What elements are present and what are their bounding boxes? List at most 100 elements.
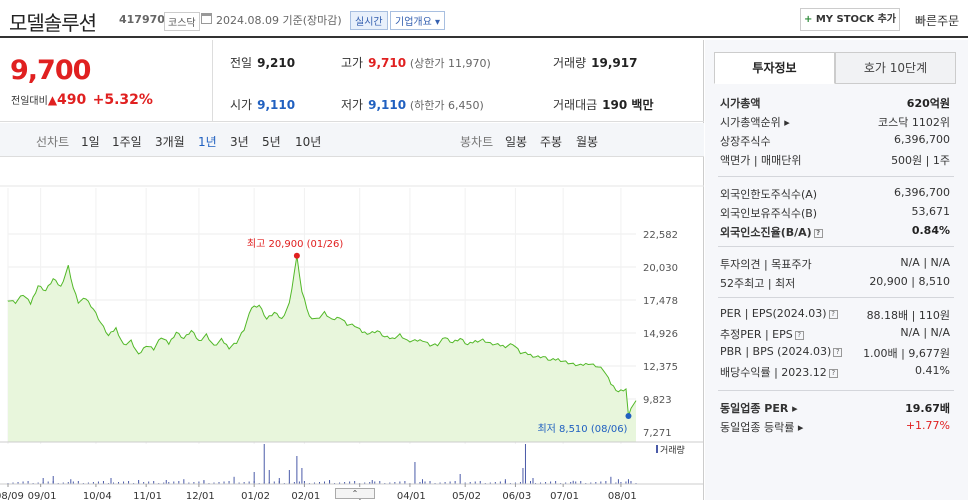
x-tick-label: 09/01 xyxy=(28,491,57,500)
stock-header: 모델솔루션 417970 코스닥 2024.08.09 기준(장마감) 실시간 … xyxy=(0,0,968,38)
x-tick-label: 07/01 xyxy=(550,491,579,500)
industry-per-value: 19.67배 xyxy=(905,402,950,415)
week52-label: 52주최고 | 최저 xyxy=(720,277,796,290)
x-tick-label: 01/02 xyxy=(241,491,270,500)
price-change: 전일대비▲490 +5.32% xyxy=(11,92,153,108)
realtime-button[interactable]: 실시간 xyxy=(350,11,388,30)
high-value: 9,710 xyxy=(368,56,407,70)
per-label: PER | EPS(2024.03)? xyxy=(720,307,838,320)
industry-rate-value: +1.77% xyxy=(905,419,950,432)
period-1w[interactable]: 1주일 xyxy=(112,135,142,149)
market-cap-rank-value: 코스닥 1102위 xyxy=(878,116,950,129)
market-cap-section: 시가총액 620억원 시가총액순위 ▸ 코스닥 1102위 상장주식수 6,396,7… xyxy=(718,93,950,169)
info-row: 외국인보유주식수(B) 53,671 xyxy=(718,203,950,222)
info-row: 52주최고 | 최저 20,900 | 8,510 xyxy=(718,273,950,292)
fast-order-button[interactable]: 빠른주문 xyxy=(915,14,960,28)
volume-value: 19,917 xyxy=(591,56,638,70)
x-tick-label: 11/01 xyxy=(133,491,162,500)
info-row: 동일업종 등락률 ▸ +1.77% xyxy=(718,417,950,436)
add-my-stock-button[interactable]: + MY STOCK 추가 xyxy=(800,8,900,31)
info-row: 시가총액순위 ▸ 코스닥 1102위 xyxy=(718,112,950,131)
eper-label: 추정PER | EPS? xyxy=(720,326,804,342)
amount-value: 190 백만 xyxy=(602,98,654,112)
high-cell: 고가 9,710 (상한가 11,970) xyxy=(341,54,491,71)
x-tick-label: 06/03 xyxy=(502,491,531,500)
price-chart-svg: 22,582 20,030 17,478 14,926 12,375 9,823 7,271… xyxy=(0,185,704,502)
period-3y[interactable]: 3년 xyxy=(230,135,249,149)
candle-monthly[interactable]: 월봉 xyxy=(576,135,599,149)
help-icon[interactable]: ? xyxy=(794,330,804,340)
prev-close-value: 9,210 xyxy=(257,56,296,70)
period-1d[interactable]: 1일 xyxy=(81,135,100,149)
dividend-value: 0.41% xyxy=(915,364,950,377)
foreign-hold-value: 53,671 xyxy=(911,205,951,218)
x-tick-label: 08/01 xyxy=(608,491,637,500)
price-chart[interactable]: 22,582 20,030 17,478 14,926 12,375 9,823 7,271… xyxy=(0,158,704,502)
foreign-rate-value: 0.84% xyxy=(911,224,950,237)
prev-close-label: 전일 xyxy=(230,56,253,70)
help-icon[interactable]: ? xyxy=(833,347,843,357)
help-icon[interactable]: ? xyxy=(828,368,838,378)
foreign-section: 외국인한도주식수(A) 6,396,700 외국인보유주식수(B) 53,671 외… xyxy=(718,184,950,241)
y-tick-label: 7,271 xyxy=(643,428,672,439)
x-tick-label: 04/01 xyxy=(397,491,426,500)
y-tick-label: 17,478 xyxy=(643,296,678,307)
market-cap-label: 시가총액 xyxy=(720,97,761,110)
x-tick-label: 08/09 xyxy=(0,491,24,500)
shares-label: 상장주식수 xyxy=(720,135,771,148)
dividend-text: 배당수익률 | 2023.12 xyxy=(720,366,827,379)
volume-label: 거래량 xyxy=(553,56,587,70)
foreign-rate-text: 외국인소진율(B/A) xyxy=(720,226,812,239)
market-cap-rank-label[interactable]: 시가총액순위 ▸ xyxy=(720,116,790,129)
line-chart-label: 선차트 xyxy=(36,135,70,149)
low-annotation: 최저 8,510 (08/06) xyxy=(537,423,627,435)
period-1y[interactable]: 1년 xyxy=(198,135,217,149)
info-tabs: 투자정보 호가 10단계 xyxy=(714,52,959,84)
change-percent: +5.32% xyxy=(92,92,153,108)
divider xyxy=(718,176,954,177)
stock-code: 417970 xyxy=(119,13,165,26)
candle-weekly[interactable]: 주봉 xyxy=(540,135,563,149)
help-icon[interactable]: ? xyxy=(813,228,823,238)
open-cell: 시가 9,110 xyxy=(230,96,295,113)
opinion-label: 투자의견 | 목표주가 xyxy=(720,258,812,271)
invest-info-panel: 투자정보 호가 10단계 시가총액 620억원 시가총액순위 ▸ 코스닥 1102위… xyxy=(705,40,968,500)
shares-value: 6,396,700 xyxy=(894,133,950,146)
eper-value: N/A | N/A xyxy=(900,326,950,339)
foreign-hold-label: 외국인보유주식수(B) xyxy=(720,207,818,220)
volume-legend: 거래량 xyxy=(660,444,685,456)
info-row: 외국인한도주식수(A) 6,396,700 xyxy=(718,184,950,203)
info-row: 배당수익률 | 2023.12? 0.41% xyxy=(718,362,950,381)
x-tick-label: 02/01 xyxy=(291,491,320,500)
info-row: PER | EPS(2024.03)? 88.18배 | 110원 xyxy=(718,305,950,324)
per-text: PER | EPS(2024.03) xyxy=(720,307,827,320)
info-row: 추정PER | EPS? N/A | N/A xyxy=(718,324,950,343)
market-cap-value: 620억원 xyxy=(906,97,950,110)
y-tick-label: 20,030 xyxy=(643,263,678,274)
upper-limit: (상한가 11,970) xyxy=(409,57,491,70)
info-row: PBR | BPS (2024.03)? 1.00배 | 9,677원 xyxy=(718,343,950,362)
info-row: 액면가 | 매매단위 500원 | 1주 xyxy=(718,150,950,169)
low-marker xyxy=(625,412,632,419)
open-label: 시가 xyxy=(230,98,253,112)
industry-rate-label[interactable]: 동일업종 등락률 ▸ xyxy=(720,421,804,434)
tab-invest-info[interactable]: 투자정보 xyxy=(714,52,835,84)
volume-cell: 거래량 19,917 xyxy=(553,54,637,71)
tab-quote-10[interactable]: 호가 10단계 xyxy=(835,52,956,84)
info-row: 동일업종 PER ▸ 19.67배 xyxy=(718,398,950,417)
x-tick-label: 05/02 xyxy=(452,491,481,500)
collapse-button[interactable]: ⌃ xyxy=(335,488,375,499)
period-5y[interactable]: 5년 xyxy=(262,135,281,149)
industry-section: 동일업종 PER ▸ 19.67배 동일업종 등락률 ▸ +1.77% xyxy=(718,398,950,436)
period-10y[interactable]: 10년 xyxy=(295,135,322,149)
info-row: 시가총액 620억원 xyxy=(718,93,950,112)
company-overview-dropdown[interactable]: 기업개요 ▾ xyxy=(390,11,445,30)
calendar-icon xyxy=(201,13,212,24)
current-price: 9,700 xyxy=(10,55,91,86)
help-icon[interactable]: ? xyxy=(828,309,838,319)
y-tick-label: 9,823 xyxy=(643,395,672,406)
candle-daily[interactable]: 일봉 xyxy=(505,135,528,149)
period-3m[interactable]: 3개월 xyxy=(155,135,185,149)
industry-per-label[interactable]: 동일업종 PER ▸ xyxy=(720,402,798,415)
low-label: 저가 xyxy=(341,98,364,112)
